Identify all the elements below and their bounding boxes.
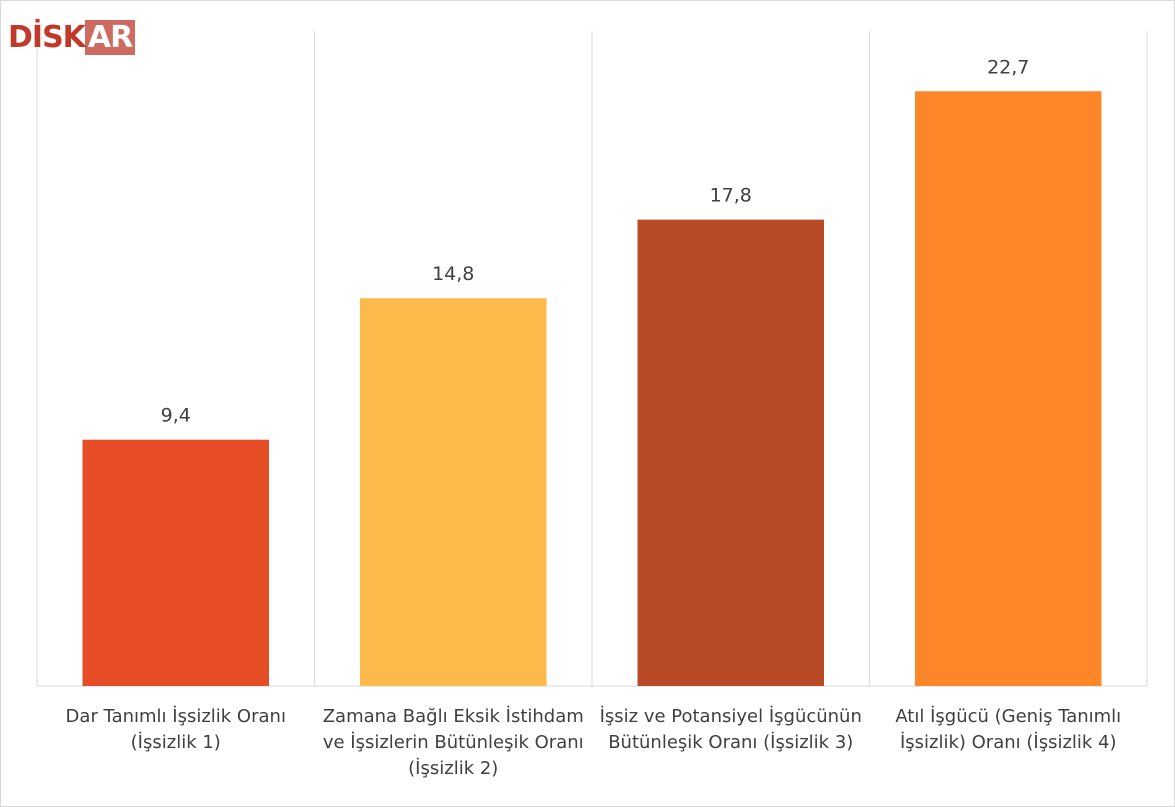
bar [82,439,269,686]
bar [360,298,547,686]
x-tick-label: İşsiz ve Potansiyel İşgücünün Bütünleşik… [599,706,862,753]
value-label: 17,8 [710,185,752,207]
x-tick-label: Zamana Bağlı Eksik İstihdam ve İşsizleri… [322,706,584,779]
x-tick-label: Atıl İşgücü (Geniş Tanımlı İşsizlik) Ora… [895,706,1122,753]
bar [915,91,1102,686]
value-label: 9,4 [161,405,191,427]
bar [637,219,824,686]
logo: DİSK AR [8,20,136,55]
logo-main: DİSK [8,20,86,55]
x-tick-label: Dar Tanımlı İşsizlik Oranı (İşsizlik 1) [65,706,286,753]
value-label: 22,7 [987,56,1029,78]
logo-accent: AR [84,20,136,55]
value-label: 14,8 [432,263,474,285]
